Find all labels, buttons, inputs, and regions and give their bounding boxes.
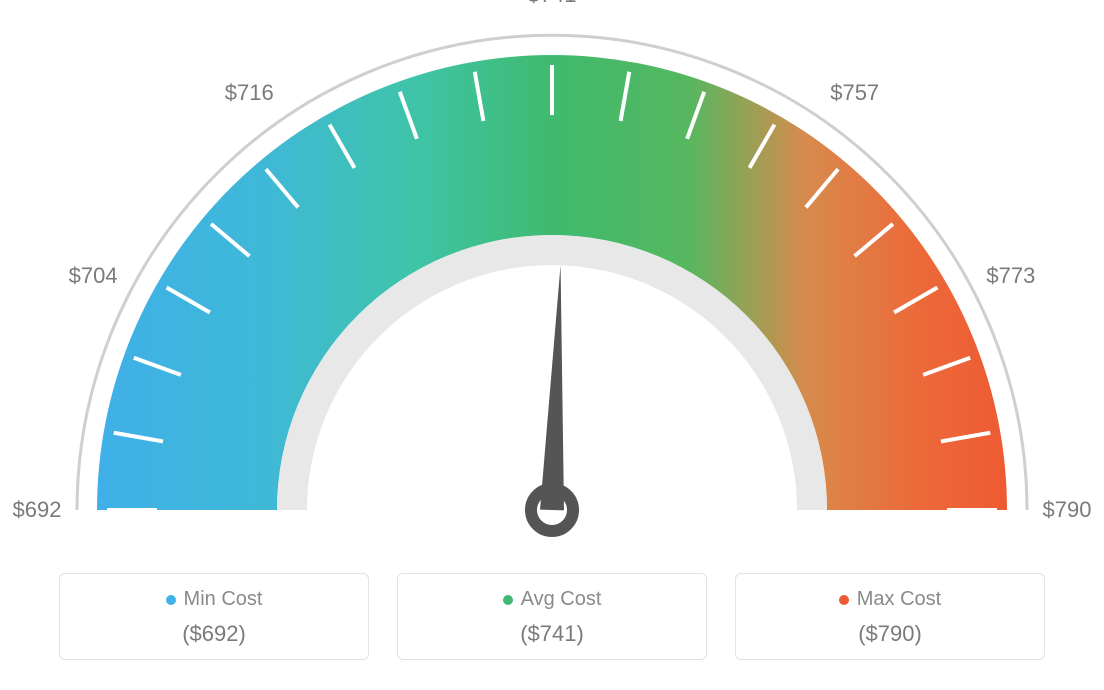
legend-min-box: Min Cost ($692) (59, 573, 369, 660)
gauge-tick-label: $692 (13, 497, 62, 523)
legend-avg-label-row: Avg Cost (398, 588, 706, 611)
legend-avg-box: Avg Cost ($741) (397, 573, 707, 660)
gauge-tick-label: $773 (986, 263, 1035, 289)
legend-avg-label: Avg Cost (521, 588, 602, 611)
gauge-tick-label: $790 (1043, 497, 1092, 523)
legend-max-box: Max Cost ($790) (735, 573, 1045, 660)
gauge-chart: $692 $704 $716 $741 $757 $773 $790 (0, 0, 1104, 560)
gauge-tick-label: $704 (69, 263, 118, 289)
legend-max-dot (839, 595, 849, 605)
legend-max-label-row: Max Cost (736, 588, 1044, 611)
gauge-tick-label: $716 (225, 80, 274, 106)
legend-max-label: Max Cost (857, 588, 941, 611)
legend-avg-dot (503, 595, 513, 605)
gauge-tick-label: $757 (830, 80, 879, 106)
legend-max-value: ($790) (736, 621, 1044, 647)
legend-min-dot (166, 595, 176, 605)
legend-row: Min Cost ($692) Avg Cost ($741) Max Cost… (0, 573, 1104, 660)
legend-min-value: ($692) (60, 621, 368, 647)
gauge-svg (0, 0, 1104, 560)
gauge-tick-label: $741 (528, 0, 577, 8)
legend-min-label-row: Min Cost (60, 588, 368, 611)
legend-avg-value: ($741) (398, 621, 706, 647)
legend-min-label: Min Cost (184, 588, 263, 611)
